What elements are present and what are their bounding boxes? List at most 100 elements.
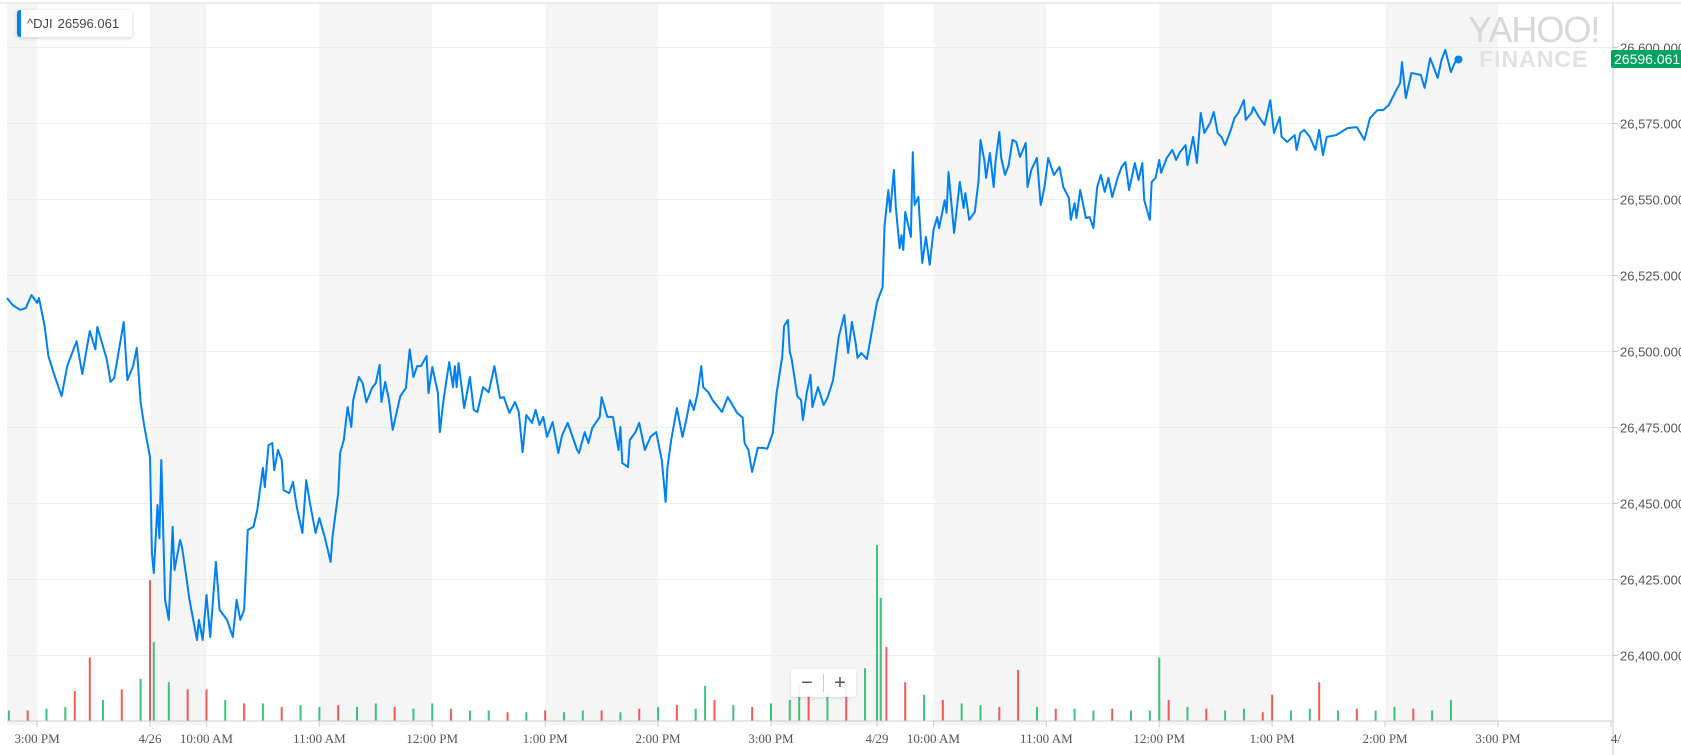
volume-bar — [525, 712, 528, 721]
volume-bar — [675, 705, 678, 721]
volume-bar — [788, 699, 791, 721]
volume-bar — [468, 710, 471, 721]
y-tick-label: 26,475.000 — [1620, 421, 1681, 436]
x-tick-label: 1:00 PM — [1250, 731, 1296, 746]
y-tick-label: 26,575.000 — [1620, 117, 1681, 132]
watermark-line1: YAHOO! — [1468, 9, 1600, 50]
volume-bar — [864, 668, 867, 721]
x-tick-label: 3:00 PM — [1475, 731, 1521, 746]
volume-bar — [998, 706, 1001, 721]
volume-bar — [1186, 706, 1189, 721]
legend-color-marker — [17, 10, 21, 37]
volume-bar — [1449, 699, 1452, 721]
volume-bar — [1167, 699, 1170, 721]
session-bands — [6, 3, 1498, 725]
legend: ^DJI 26596.061 — [17, 10, 133, 37]
volume-bar — [205, 689, 208, 721]
volume-bar — [88, 657, 91, 721]
volume-bar — [657, 706, 660, 721]
yahoo-finance-watermark: YAHOO! FINANCE — [1468, 9, 1600, 72]
volume-bar — [1242, 708, 1245, 721]
volume-bar — [1261, 712, 1264, 721]
x-tick-label: 12:00 PM — [406, 731, 458, 746]
volume-bar — [120, 689, 123, 721]
x-tick-label: 4/26 — [138, 731, 162, 746]
x-tick-label: 3:00 PM — [748, 731, 794, 746]
zoom-controls: − + — [791, 669, 856, 697]
volume-bar — [807, 696, 810, 721]
volume-bar — [923, 694, 926, 721]
volume-bar — [600, 710, 603, 721]
volume-bar — [960, 703, 963, 721]
volume-bar — [167, 682, 170, 721]
volume-bar — [64, 706, 67, 721]
volume-bar — [904, 682, 907, 721]
volume-bar — [732, 705, 735, 721]
volume-bar — [581, 710, 584, 721]
x-tick-label: 4/29 — [865, 731, 888, 746]
y-tick-label: 26,400.000 — [1620, 649, 1681, 664]
y-tick-label: 26,500.000 — [1620, 345, 1681, 360]
volume-bar — [713, 699, 716, 721]
volume-bar — [798, 685, 801, 721]
volume-bar — [1158, 657, 1161, 721]
legend-symbol: ^DJI — [27, 16, 53, 31]
hour-band — [1385, 3, 1498, 725]
volume-bar — [26, 710, 29, 721]
volume-bar — [1111, 708, 1114, 721]
volume-bar — [374, 703, 377, 721]
volume-bar — [1393, 706, 1396, 721]
volume-bar — [769, 703, 772, 721]
watermark-line2: FINANCE — [1479, 46, 1589, 72]
volume-bar — [619, 712, 622, 721]
volume-bar — [412, 708, 415, 721]
x-tick-label: 3:00 PM — [15, 731, 61, 746]
zoom-in-button[interactable]: + — [834, 671, 846, 694]
volume-bar — [261, 703, 264, 721]
x-tick-label: 10:00 AM — [907, 731, 961, 746]
y-tick-label: 26,550.000 — [1620, 193, 1681, 208]
volume-bar — [1054, 708, 1057, 721]
volume-bar — [1412, 708, 1415, 721]
last-price-dot — [1454, 55, 1463, 64]
volume-bar — [73, 691, 76, 721]
volume-bar — [1271, 694, 1274, 721]
x-tick-label: 11:00 AM — [1020, 731, 1073, 746]
x-tick-label: 11:00 AM — [293, 731, 346, 746]
volume-bar — [876, 545, 878, 721]
price-line — [6, 48, 1460, 641]
volume-bar — [1374, 710, 1377, 721]
legend-value: 26596.061 — [57, 16, 120, 31]
hour-band — [770, 3, 884, 725]
volume-bar — [1318, 682, 1321, 721]
x-tick-label: 4/ — [1611, 731, 1622, 746]
volume-bar — [845, 682, 848, 721]
volume-bar — [1308, 708, 1311, 721]
zoom-out-button[interactable]: − — [801, 671, 813, 694]
volume-bar — [704, 685, 707, 721]
volume-bar — [1431, 710, 1434, 721]
volume-bar — [1130, 710, 1133, 721]
hour-band — [545, 3, 659, 725]
volume-bar — [299, 705, 302, 721]
hour-band — [319, 3, 433, 725]
volume-bar — [638, 708, 641, 721]
volume-bar — [826, 692, 829, 721]
volume-bar — [979, 705, 982, 721]
last-price-tag: 26596.061 — [1611, 50, 1681, 68]
volume-bars — [7, 545, 1452, 721]
volume-bar — [879, 597, 882, 721]
volume-bar — [149, 580, 151, 721]
hour-band — [6, 3, 38, 725]
y-axis-labels: 26,400.000 26,425.000 26,450.000 26,475.000… — [1613, 41, 1681, 664]
x-tick-label: 1:00 PM — [523, 731, 569, 746]
volume-bar — [694, 708, 697, 721]
volume-bar — [562, 712, 565, 721]
x-tick-label: 12:00 PM — [1133, 731, 1185, 746]
volume-bar — [318, 706, 321, 721]
x-tick-label: 2:00 PM — [1362, 731, 1408, 746]
volume-bar — [1148, 710, 1151, 721]
volume-bar — [152, 641, 155, 721]
x-axis-labels: 3:00 PM 4/26 10:00 AM 11:00 AM 12:00 PM 1:00 … — [7, 720, 1622, 746]
